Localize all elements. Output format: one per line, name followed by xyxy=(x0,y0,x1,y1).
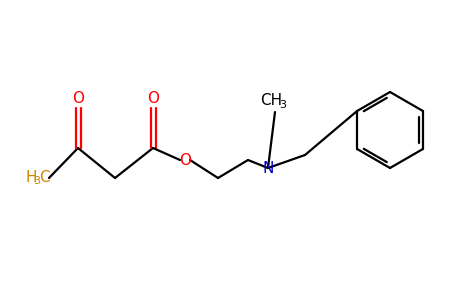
Text: CH: CH xyxy=(260,92,282,107)
Text: C: C xyxy=(39,170,50,185)
Text: N: N xyxy=(262,161,274,176)
Text: O: O xyxy=(147,91,159,106)
Text: 3: 3 xyxy=(280,100,287,110)
Text: 3: 3 xyxy=(33,176,40,186)
Text: H: H xyxy=(25,170,37,185)
Text: O: O xyxy=(179,152,191,167)
Text: O: O xyxy=(72,91,84,106)
